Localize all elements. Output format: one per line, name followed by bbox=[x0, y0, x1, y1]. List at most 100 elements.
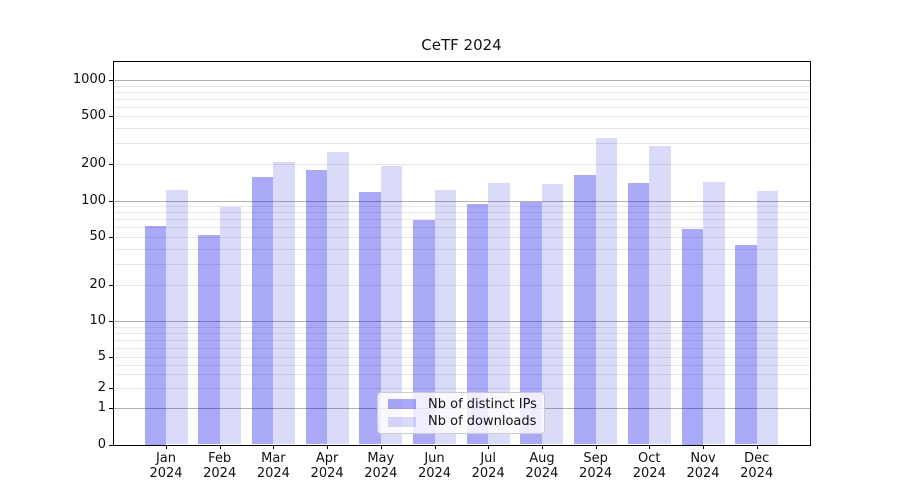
legend-item-downloads: Nb of downloads bbox=[378, 414, 544, 429]
y-gridline-minor bbox=[114, 236, 810, 238]
y-gridline-major bbox=[114, 321, 810, 322]
bar-downloads-jun bbox=[434, 190, 456, 445]
x-tick-mark bbox=[541, 445, 543, 449]
bar-downloads-mar bbox=[273, 161, 295, 445]
x-tick-label: Jan 2024 bbox=[136, 451, 196, 481]
bar-distinct-ips-oct bbox=[627, 182, 650, 445]
y-gridline-minor bbox=[114, 347, 810, 349]
chart-title: CeTF 2024 bbox=[421, 36, 502, 54]
x-tick-month: May bbox=[367, 451, 395, 466]
y-tick-label: 10 bbox=[89, 313, 106, 328]
bar-downloads-apr bbox=[327, 151, 349, 445]
bar-downloads-feb bbox=[219, 206, 242, 445]
y-tick-label: 0 bbox=[97, 436, 106, 452]
x-tick-mark bbox=[327, 445, 329, 449]
x-tick-mark bbox=[595, 445, 597, 449]
y-tick-label: 5 bbox=[97, 349, 106, 364]
y-tick-label: 2 bbox=[97, 380, 106, 395]
y-gridline-minor bbox=[114, 332, 810, 334]
legend-item-distinct-ips: Nb of distinct IPs bbox=[378, 397, 544, 412]
y-gridline-minor bbox=[114, 364, 810, 366]
x-tick-month: Mar bbox=[261, 451, 286, 466]
x-tick-label: May 2024 bbox=[351, 451, 411, 481]
x-tick-month: Feb bbox=[208, 451, 232, 466]
bar-distinct-ips-feb bbox=[198, 234, 220, 445]
y-tick-label: 50 bbox=[89, 228, 106, 244]
y-tick-label: 100 bbox=[81, 192, 106, 208]
y-tick-mark bbox=[109, 284, 113, 286]
x-tick-label: Jun 2024 bbox=[405, 451, 465, 481]
bar-distinct-ips-jun bbox=[413, 219, 435, 445]
x-tick-year: 2024 bbox=[471, 466, 505, 481]
x-tick-year: 2024 bbox=[256, 466, 290, 481]
y-gridline-minor bbox=[114, 116, 810, 118]
x-tick-mark bbox=[703, 445, 704, 449]
x-tick-month: Jun bbox=[424, 451, 445, 466]
y-gridline-minor bbox=[114, 357, 810, 358]
plot-area bbox=[113, 61, 811, 446]
y-tick-mark bbox=[109, 321, 113, 322]
y-gridline-minor bbox=[114, 374, 810, 376]
y-tick-label: 1000 bbox=[72, 72, 106, 87]
legend-swatch-distinct-ips bbox=[388, 399, 416, 410]
y-tick-mark bbox=[109, 116, 113, 118]
y-gridline-minor bbox=[114, 206, 810, 207]
y-tick-mark bbox=[109, 80, 113, 81]
x-tick-mark bbox=[166, 445, 167, 449]
x-tick-year: 2024 bbox=[310, 466, 344, 481]
y-gridline-minor bbox=[114, 388, 810, 389]
y-tick-mark bbox=[109, 444, 113, 446]
y-tick-label: 500 bbox=[81, 108, 106, 124]
y-gridline-minor bbox=[114, 128, 810, 129]
y-gridline-minor bbox=[114, 248, 810, 250]
y-gridline-minor bbox=[114, 212, 810, 214]
bar-downloads-oct bbox=[649, 146, 671, 445]
bar-downloads-may bbox=[380, 166, 403, 445]
x-tick-month: Nov bbox=[690, 451, 716, 466]
legend-swatch-downloads bbox=[388, 416, 416, 427]
x-tick-label: Dec 2024 bbox=[727, 451, 787, 481]
legend-label-distinct-ips: Nb of distinct IPs bbox=[428, 396, 537, 412]
x-tick-year: 2024 bbox=[417, 466, 452, 481]
bar-distinct-ips-apr bbox=[305, 169, 328, 445]
y-tick-mark bbox=[109, 408, 113, 409]
bar-downloads-jan bbox=[166, 190, 188, 445]
x-tick-label: Sep 2024 bbox=[566, 451, 626, 481]
x-tick-mark bbox=[434, 445, 436, 449]
y-gridline-minor bbox=[114, 164, 810, 166]
legend-label-downloads: Nb of downloads bbox=[428, 414, 537, 430]
bar-downloads-nov bbox=[703, 181, 725, 445]
x-tick-year: 2024 bbox=[686, 466, 720, 481]
bar-distinct-ips-nov bbox=[681, 229, 703, 445]
x-tick-label: Mar 2024 bbox=[243, 451, 303, 481]
x-tick-mark bbox=[380, 445, 382, 449]
y-tick-mark bbox=[109, 200, 113, 202]
y-tick-label: 200 bbox=[81, 156, 106, 172]
x-tick-mark bbox=[649, 445, 651, 449]
bar-distinct-ips-aug bbox=[520, 202, 542, 445]
x-tick-month: Dec bbox=[744, 451, 770, 466]
y-gridline-minor bbox=[114, 106, 810, 108]
x-tick-mark bbox=[488, 445, 490, 449]
y-gridline-minor bbox=[114, 339, 810, 341]
bar-distinct-ips-mar bbox=[251, 176, 274, 445]
bar-downloads-aug bbox=[541, 183, 564, 445]
y-gridline-minor bbox=[114, 227, 810, 229]
bar-downloads-sep bbox=[595, 138, 618, 445]
y-gridline-minor bbox=[114, 326, 810, 328]
y-tick-mark bbox=[109, 164, 113, 166]
x-tick-month: Jan bbox=[155, 451, 177, 466]
y-tick-label: 1 bbox=[97, 400, 106, 415]
y-gridline-minor bbox=[114, 219, 810, 221]
y-tick-mark bbox=[109, 236, 113, 238]
x-tick-month: Apr bbox=[315, 451, 339, 466]
x-tick-month: Jul bbox=[480, 451, 497, 466]
bar-distinct-ips-may bbox=[359, 192, 381, 445]
y-tick-label: 20 bbox=[89, 276, 106, 292]
x-tick-year: 2024 bbox=[632, 466, 666, 481]
x-tick-mark bbox=[756, 445, 758, 449]
y-gridline-major bbox=[114, 80, 810, 81]
x-tick-month: Sep bbox=[583, 451, 608, 466]
y-tick-mark bbox=[109, 388, 113, 389]
